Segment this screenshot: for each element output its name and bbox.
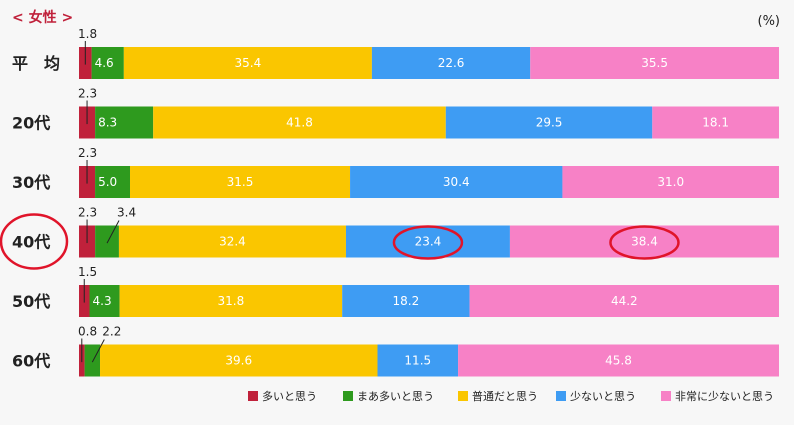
data-label: 3.4 [117, 206, 136, 220]
unit-label: (%) [758, 14, 781, 29]
bar-segment [445, 106, 653, 139]
bar-segment [153, 106, 446, 139]
category-label: 40代 [12, 233, 50, 252]
data-label: 4.3 [93, 294, 112, 308]
bar-segment [371, 47, 531, 79]
bar-segment [95, 106, 154, 139]
bar-segment [469, 285, 779, 317]
data-label: 22.6 [438, 56, 465, 70]
legend-label: 少ないと思う [570, 390, 636, 403]
data-label: 35.5 [641, 56, 668, 70]
category-label: 30代 [12, 173, 50, 192]
data-label: 18.2 [393, 294, 420, 308]
data-label: 32.4 [219, 235, 246, 249]
category-label: 60代 [12, 352, 50, 371]
legend-label: 普通だと思う [472, 389, 538, 403]
data-label: 4.6 [95, 56, 114, 70]
data-label: 31.5 [227, 175, 254, 189]
legend-swatch [248, 391, 258, 401]
legend-swatch [458, 391, 468, 401]
bar-segment [89, 285, 120, 317]
data-label: 41.8 [286, 116, 313, 130]
bar-segment [345, 225, 510, 258]
data-label: 39.6 [225, 354, 252, 368]
data-label: 23.4 [415, 235, 442, 249]
bar-segment [130, 166, 351, 198]
legend-label: 多いと思う [262, 389, 317, 403]
legend-swatch [661, 391, 671, 401]
bar-segment [95, 166, 130, 198]
data-label: 1.8 [78, 27, 97, 41]
legend-label: 非常に少ないと思う [675, 390, 774, 403]
bar-segment [118, 225, 346, 258]
data-label: 18.1 [702, 116, 729, 130]
bar-segment [509, 225, 779, 258]
legend-label: まあ多いと思う [357, 389, 434, 403]
bar-segment [91, 47, 124, 79]
data-label: 11.5 [404, 354, 431, 368]
bar-segment [84, 344, 101, 377]
legend-swatch [556, 391, 566, 401]
category-label: 平 均 [12, 54, 60, 73]
data-label: 35.4 [235, 56, 262, 70]
data-label: 2.3 [78, 206, 97, 220]
bar-segment [530, 47, 779, 79]
bar-segment [458, 344, 779, 377]
bar-segment [562, 166, 779, 198]
highlight-ellipse [0, 213, 69, 270]
data-label: 44.2 [611, 294, 638, 308]
category-label: 20代 [12, 114, 50, 133]
bar-segment [350, 166, 563, 198]
data-label: 2.3 [78, 87, 97, 101]
data-label: 5.0 [98, 175, 117, 189]
data-label: 0.8 [78, 325, 97, 339]
leader-line [91, 339, 105, 363]
bar-segment [100, 344, 378, 377]
bar-segment [652, 106, 779, 139]
bar-segment [123, 47, 372, 79]
bar-segment [377, 344, 459, 377]
leader-line [106, 220, 120, 244]
legend-swatch [343, 391, 353, 401]
bar-segment [342, 285, 470, 317]
data-label: 8.3 [98, 116, 117, 130]
category-label: 50代 [12, 292, 50, 311]
data-label: 1.5 [78, 265, 97, 279]
bar-segment [95, 225, 119, 258]
data-label: 31.0 [657, 175, 684, 189]
data-label: 31.8 [218, 294, 245, 308]
data-label: 2.3 [78, 146, 97, 160]
highlight-ellipse [609, 225, 680, 260]
chart-title: < 女性 > [12, 9, 73, 26]
data-label: 29.5 [536, 116, 563, 130]
data-label: 30.4 [443, 175, 470, 189]
data-label: 45.8 [605, 354, 632, 368]
data-label: 38.4 [631, 235, 658, 249]
highlight-ellipse [392, 225, 464, 260]
bar-segment [119, 285, 343, 317]
data-label: 2.2 [102, 325, 121, 339]
